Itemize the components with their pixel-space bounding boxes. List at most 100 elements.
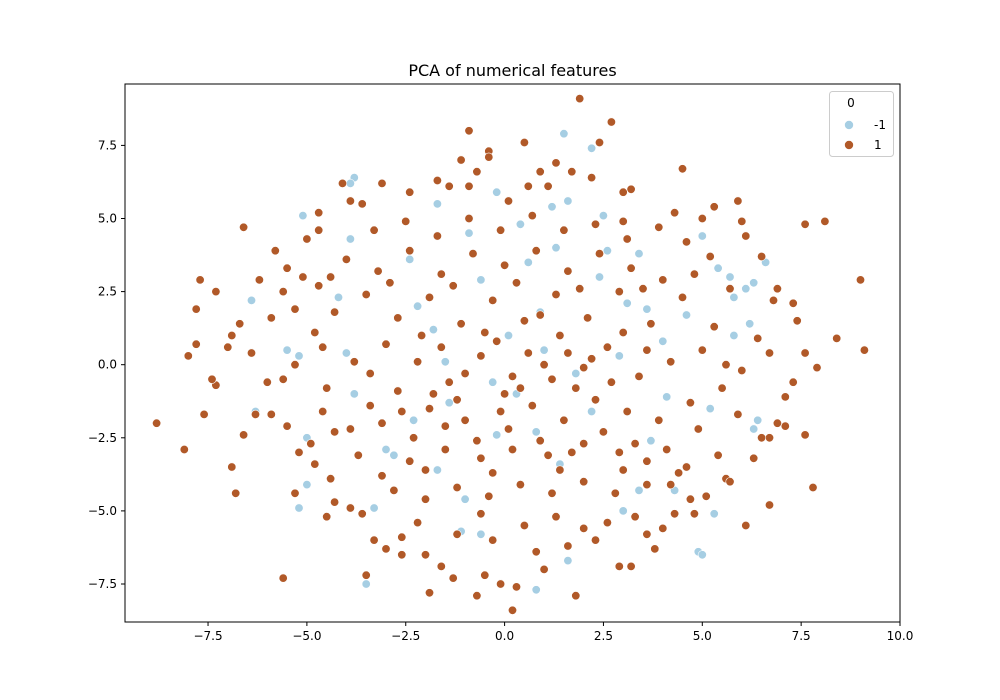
- point-series-1: [365, 401, 375, 411]
- point-series-1: [302, 234, 312, 244]
- point-series-1: [345, 503, 355, 513]
- point-series-1: [535, 436, 545, 446]
- point-series-1: [239, 430, 249, 440]
- point-series--1: [492, 187, 502, 197]
- point-series-1: [519, 316, 529, 326]
- point-series-1: [575, 284, 585, 294]
- point-series-1: [713, 450, 723, 460]
- plot-frame: [124, 83, 901, 623]
- point-series-1: [511, 582, 521, 592]
- point-series--1: [405, 254, 415, 264]
- point-series--1: [646, 436, 656, 446]
- point-series-1: [420, 494, 430, 504]
- point-series--1: [247, 295, 257, 305]
- point-series-1: [488, 295, 498, 305]
- point-series--1: [531, 585, 541, 595]
- point-series-1: [211, 287, 221, 297]
- point-series-1: [191, 304, 201, 314]
- point-series--1: [539, 345, 549, 355]
- x-tick-label: 10.0: [887, 629, 914, 643]
- point-series-1: [772, 284, 782, 294]
- point-series-1: [405, 187, 415, 197]
- point-series-1: [472, 167, 482, 177]
- point-series--1: [302, 480, 312, 490]
- point-series-1: [330, 497, 340, 507]
- points-layer: [152, 94, 869, 615]
- point-series-1: [503, 424, 513, 434]
- point-series-1: [377, 471, 387, 481]
- point-series-1: [772, 418, 782, 428]
- point-series-1: [330, 427, 340, 437]
- point-series-1: [670, 208, 680, 218]
- point-series-1: [413, 357, 423, 367]
- point-series-1: [764, 500, 774, 510]
- point-series-1: [468, 249, 478, 259]
- point-series-1: [337, 178, 347, 188]
- point-series-1: [622, 406, 632, 416]
- point-series-1: [247, 348, 257, 358]
- point-series-1: [800, 219, 810, 229]
- point-series--1: [634, 249, 644, 259]
- point-series-1: [353, 450, 363, 460]
- point-series-1: [231, 488, 241, 498]
- point-series-1: [251, 409, 261, 419]
- x-tick-label: 5.0: [693, 629, 712, 643]
- point-series-1: [543, 181, 553, 191]
- point-series-1: [674, 468, 684, 478]
- point-series--1: [749, 424, 759, 434]
- point-series-1: [511, 278, 521, 288]
- point-series-1: [397, 550, 407, 560]
- point-series-1: [579, 523, 589, 533]
- point-series-1: [768, 295, 778, 305]
- point-series-1: [780, 392, 790, 402]
- point-series-1: [662, 444, 672, 454]
- point-series-1: [385, 278, 395, 288]
- point-series--1: [464, 228, 474, 238]
- point-series-1: [183, 351, 193, 361]
- point-series-1: [614, 287, 624, 297]
- point-series-1: [480, 570, 490, 580]
- point-series-1: [357, 509, 367, 519]
- point-series-1: [500, 389, 510, 399]
- point-series-1: [456, 319, 466, 329]
- point-series-1: [389, 485, 399, 495]
- point-series--1: [741, 284, 751, 294]
- point-series-1: [306, 439, 316, 449]
- point-series-1: [725, 477, 735, 487]
- point-series-1: [606, 117, 616, 127]
- legend-marker: [844, 140, 854, 150]
- legend-marker: [844, 120, 854, 130]
- point-series-1: [460, 368, 470, 378]
- x-axis: −7.5 −5.0 −2.5 0.0 2.5 5.0 7.5 10.0: [193, 622, 913, 643]
- point-series--1: [749, 278, 759, 288]
- point-series-1: [507, 605, 517, 615]
- point-series-1: [626, 263, 636, 273]
- point-series-1: [859, 345, 869, 355]
- point-series-1: [650, 544, 660, 554]
- point-series--1: [725, 272, 735, 282]
- point-series-1: [539, 564, 549, 574]
- point-series-1: [381, 339, 391, 349]
- legend-box: [829, 91, 894, 157]
- point-series-1: [721, 360, 731, 370]
- point-series-1: [223, 342, 233, 352]
- point-series--1: [440, 357, 450, 367]
- point-series-1: [318, 342, 328, 352]
- point-series-1: [579, 477, 589, 487]
- point-series-1: [594, 249, 604, 259]
- point-series-1: [428, 389, 438, 399]
- x-tick-label: 7.5: [792, 629, 811, 643]
- point-series-1: [227, 330, 237, 340]
- point-series--1: [341, 348, 351, 358]
- point-series-1: [820, 216, 830, 226]
- point-series-1: [717, 383, 727, 393]
- point-series--1: [432, 465, 442, 475]
- x-tick-label: −5.0: [292, 629, 321, 643]
- point-series-1: [492, 336, 502, 346]
- point-series-1: [658, 275, 668, 285]
- point-series-1: [618, 327, 628, 337]
- point-series-1: [630, 512, 640, 522]
- point-series-1: [472, 591, 482, 601]
- point-series--1: [697, 231, 707, 241]
- point-series-1: [314, 281, 324, 291]
